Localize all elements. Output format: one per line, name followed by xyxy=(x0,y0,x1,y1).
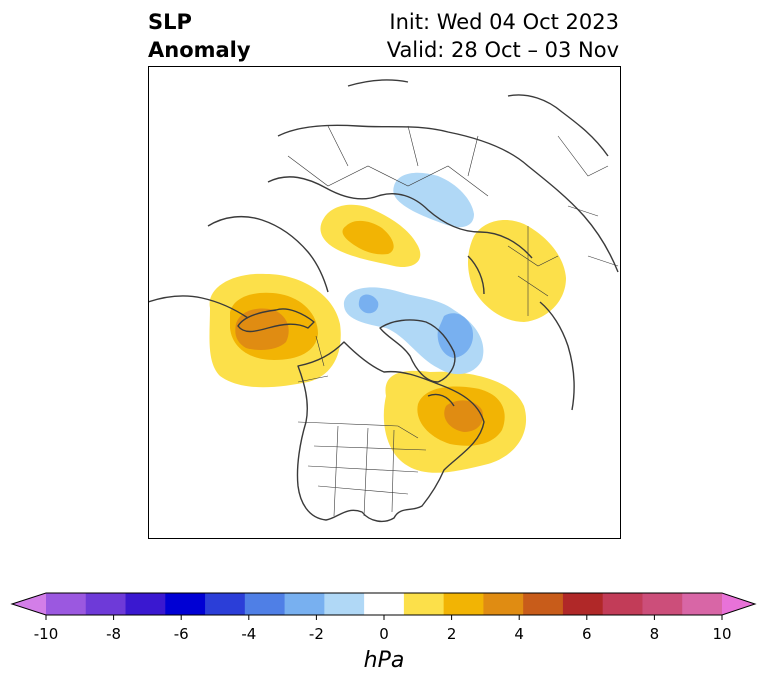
political-borders xyxy=(287,125,619,517)
colorbar-ticks: -10 -8 -6 -4 -2 0 2 4 6 8 10 xyxy=(34,615,732,643)
coastlines xyxy=(148,79,619,523)
colorbar-segment xyxy=(324,593,365,615)
colorbar-extend-min xyxy=(12,593,46,615)
colorbar-segment xyxy=(642,593,683,615)
colorbar-tick-label: 4 xyxy=(514,625,524,643)
colorbar-segment xyxy=(125,593,166,615)
colorbar-segment xyxy=(602,593,643,615)
colorbar-tick-label: -2 xyxy=(309,625,324,643)
colorbar-tick-label: -4 xyxy=(241,625,256,643)
valid-range: Valid: 28 Oct – 03 Nov xyxy=(386,38,619,62)
positive-anomaly-siberia xyxy=(320,204,421,268)
colorbar-segment xyxy=(244,593,286,615)
positive-anomaly-northeast-canada xyxy=(383,370,527,473)
colorbar-tick-label: -10 xyxy=(34,625,59,643)
slp-anomaly-map xyxy=(148,66,621,539)
colorbar-segments xyxy=(10,592,757,616)
positive-anomaly-europe xyxy=(468,220,566,322)
colorbar-segment xyxy=(46,593,87,615)
colorbar-tick-label: 8 xyxy=(650,625,660,643)
map-title: SLP Anomaly xyxy=(148,8,251,64)
colorbar-tick-label: -8 xyxy=(106,625,121,643)
title-anomaly: Anomaly xyxy=(148,38,251,62)
negative-anomaly-russia xyxy=(393,172,474,228)
colorbar-segment xyxy=(165,593,206,615)
negative-anomaly-arctic xyxy=(343,287,484,375)
init-date: Init: Wed 04 Oct 2023 xyxy=(389,10,619,34)
colorbar-extend-max xyxy=(722,593,755,615)
colorbar-tick-label: 10 xyxy=(712,625,731,643)
colorbar-segment xyxy=(483,593,524,615)
colorbar-segment xyxy=(403,593,445,615)
colorbar: -10 -8 -6 -4 -2 0 2 4 6 8 10 hPa xyxy=(10,592,757,673)
colorbar-segment xyxy=(205,593,246,615)
colorbar-tick-label: 0 xyxy=(379,625,389,643)
colorbar-segment xyxy=(85,593,127,615)
colorbar-tick-label: 6 xyxy=(582,625,592,643)
forecast-dates: Init: Wed 04 Oct 2023 Valid: 28 Oct – 03… xyxy=(387,8,619,64)
colorbar-segment xyxy=(523,593,564,615)
colorbar-segment xyxy=(364,593,405,615)
colorbar-segment xyxy=(284,593,325,615)
map-frame xyxy=(148,66,621,539)
colorbar-segment xyxy=(443,593,484,615)
colorbar-segment xyxy=(562,593,604,615)
title-variable: SLP xyxy=(148,10,192,34)
colorbar-tick-label: 2 xyxy=(447,625,457,643)
colorbar-unit-label: hPa xyxy=(364,648,405,673)
colorbar-tick-label: -6 xyxy=(174,625,189,643)
colorbar-segment xyxy=(682,593,723,615)
